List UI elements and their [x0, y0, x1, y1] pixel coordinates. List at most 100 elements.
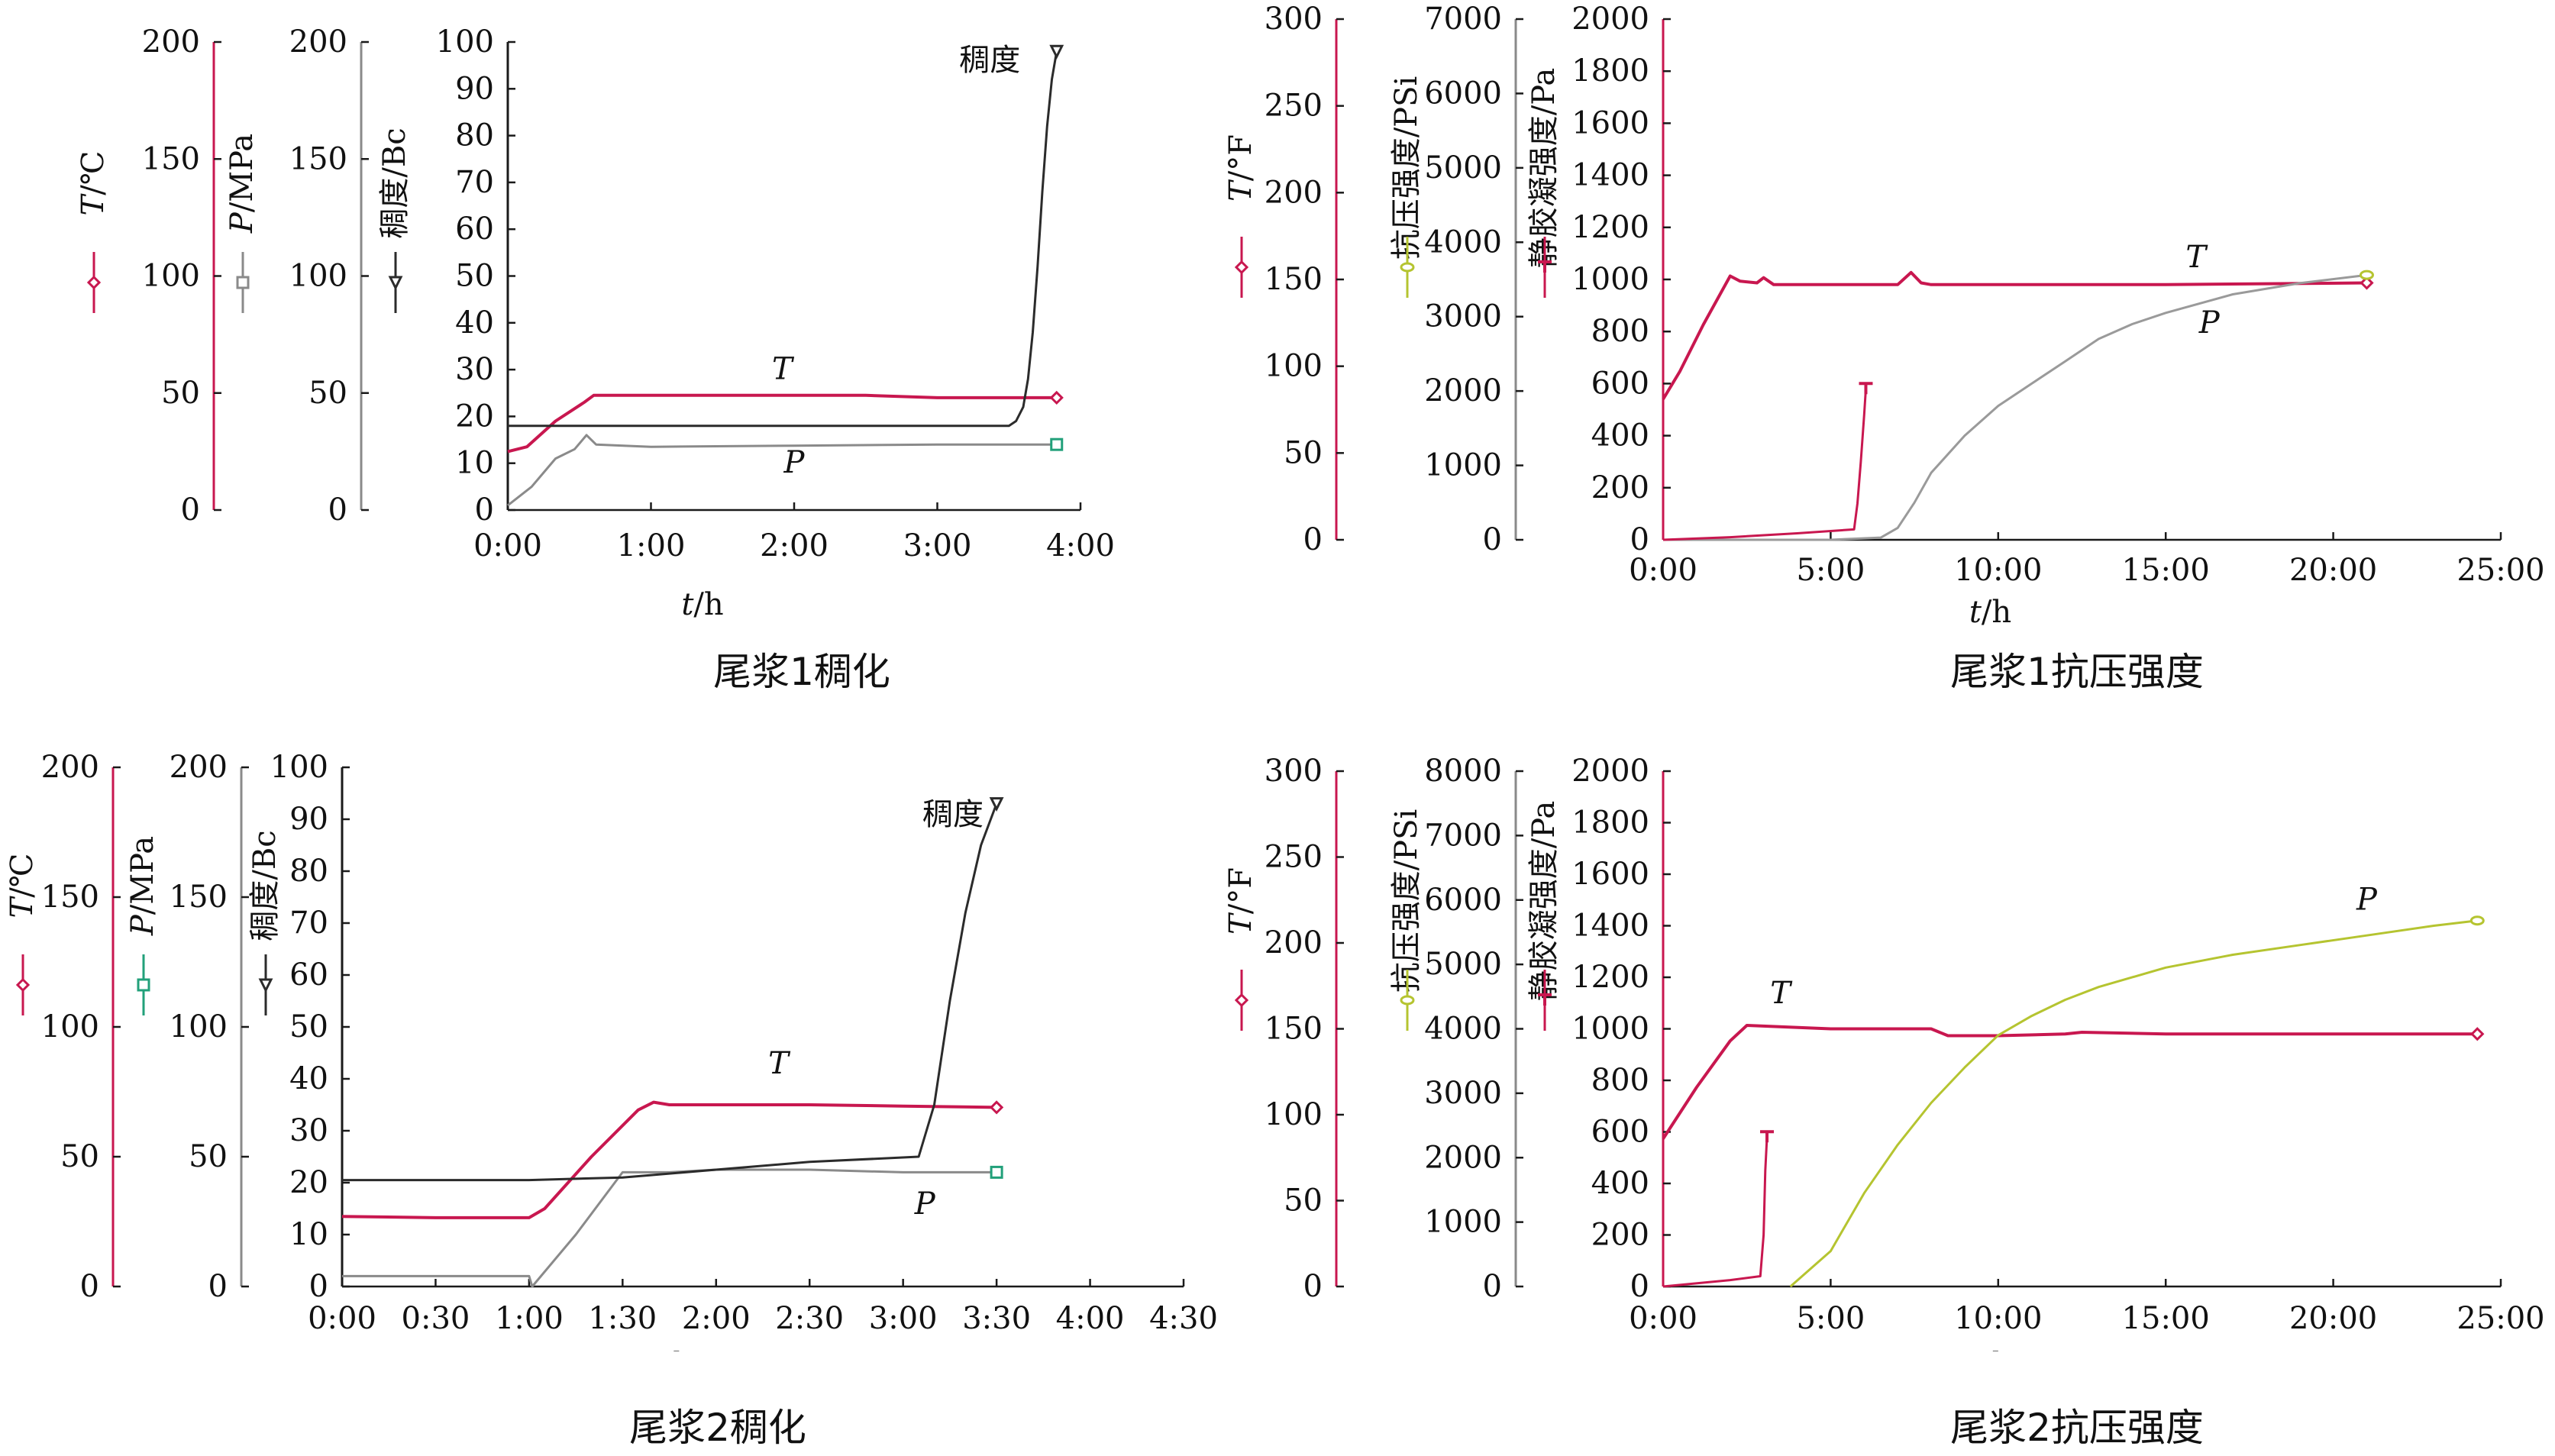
y-axis-2: 0 200 400 600 800 1000 1200 1400 1600 1800 2000 静胶凝…: [1526, 754, 1671, 1304]
x-tick-label: 4:00: [1056, 1301, 1125, 1336]
y-tick-label: 30: [455, 352, 494, 387]
y-tick-label: 90: [455, 71, 494, 106]
x-axis: 0:00 5:00 10:00 15:00 20:00 25:00 t/h: [1629, 532, 2545, 630]
series-annotation-T: T: [772, 351, 795, 386]
y-tick-label: 1200: [1571, 960, 1649, 995]
y-tick-label: 0: [208, 1269, 228, 1304]
y-tick-label: 6000: [1424, 76, 1502, 111]
y-tick-label: 2000: [1571, 754, 1649, 789]
series-稠度: [508, 44, 1064, 428]
y-tick-label: 150: [41, 880, 99, 915]
series-end-marker: [1050, 437, 1064, 451]
y-tick-label: 300: [1265, 2, 1323, 37]
series-line: [1663, 273, 2367, 541]
x-tick-label: 20:00: [2289, 553, 2377, 588]
y-axis-label-1: 抗压强度/PSi: [1389, 76, 1424, 260]
x-tick-label: 3:00: [903, 528, 972, 563]
y-tick-label: 100: [41, 1009, 99, 1044]
y-tick-label: 0: [328, 492, 347, 528]
y-tick-label: 200: [1591, 470, 1649, 505]
y-axis-1: 0 1000 2000 3000 4000 5000 6000 7000 抗压强度/PSi: [1389, 2, 1523, 557]
y-tick-label: 80: [455, 118, 494, 153]
y-tick-label: 0: [1483, 522, 1502, 557]
y-tick-label: 0: [80, 1269, 99, 1304]
y-tick-label: 8000: [1424, 754, 1502, 789]
series-end-marker: [2359, 270, 2374, 280]
y-tick-label: 100: [1265, 1097, 1323, 1132]
y-axis-label-1: P/MPa: [224, 134, 260, 234]
y-tick-label: 1600: [1571, 105, 1649, 140]
y-tick-label: 20: [455, 399, 494, 434]
y-tick-label: 2000: [1424, 373, 1502, 408]
x-axis: 0:00 5:00 10:00 15:00 20:00 25:00 t/h: [1629, 1279, 2545, 1351]
y-tick-label: 60: [289, 957, 328, 993]
x-tick-label: 0:00: [308, 1301, 376, 1336]
series-end-marker: [2469, 915, 2485, 926]
y-axis-0: 0 50 100 150 200 250 300 T/°F: [1223, 754, 1344, 1304]
series-annotation-T: T: [2185, 240, 2208, 275]
x-tick-label: 0:30: [402, 1301, 470, 1336]
x-tick-label: 1:00: [495, 1301, 564, 1336]
x-tick-label: 15:00: [2122, 1301, 2210, 1336]
y-tick-label: 80: [289, 854, 328, 889]
series-annotation-稠度: 稠度: [959, 43, 1020, 78]
y-tick-label: 70: [289, 906, 328, 941]
y-tick-label: 1000: [1424, 448, 1502, 483]
x-tick-label: 3:30: [962, 1301, 1031, 1336]
series-line: [1662, 1137, 1768, 1288]
x-axis-label: t/h: [1969, 595, 2011, 630]
y-tick-label: 50: [189, 1139, 228, 1174]
y-tick-label: 2000: [1571, 2, 1649, 37]
series-line: [342, 1168, 997, 1288]
x-axis: 0:00 1:00 2:00 3:00 4:00 t/h: [473, 502, 1115, 622]
chart-slurry2-thickening: 0:00 0:30 1:00 1:30 2:00 2:30 3:00 3:30 4:00 4:30…: [5, 750, 1218, 1351]
series-稠度: [342, 797, 1004, 1182]
series-end-marker: [1859, 382, 1873, 395]
y-tick-label: 1200: [1571, 210, 1649, 245]
y-tick-label: 150: [289, 141, 347, 176]
y-tick-label: 5000: [1424, 947, 1502, 982]
y-tick-label: 150: [170, 880, 228, 915]
series-annotation-稠度: 稠度: [922, 797, 984, 832]
y-axis-label-0: T/°F: [1223, 867, 1258, 935]
series-annotation-T: T: [768, 1046, 791, 1081]
y-tick-label: 50: [308, 376, 347, 411]
y-axis-label-0: T/℃: [5, 854, 40, 918]
series-P: [1789, 915, 2485, 1288]
y-tick-label: 100: [1265, 349, 1323, 384]
y-axis-2: 0 10 20 30 40 50 60 70 80 90 100 稠度/Bc: [247, 750, 350, 1304]
y-tick-label: 4000: [1424, 1012, 1502, 1047]
y-tick-label: 600: [1591, 1115, 1649, 1150]
series-line: [342, 803, 998, 1182]
legend-marker: [1234, 260, 1249, 275]
y-tick-label: 0: [309, 1269, 328, 1304]
y-tick-label: 50: [455, 259, 494, 294]
y-tick-label: 50: [1284, 1183, 1323, 1219]
y-tick-label: 0: [1630, 1269, 1649, 1304]
x-tick-label: 5:00: [1796, 1301, 1865, 1336]
series-annotation-T: T: [1770, 976, 1793, 1011]
series-line: [1789, 919, 2478, 1288]
legend-marker: [1400, 262, 1415, 273]
y-tick-label: 0: [1483, 1269, 1502, 1304]
y-axis-0: 0 50 100 150 200 T/℃: [76, 24, 221, 528]
y-tick-label: 250: [1265, 840, 1323, 875]
y-tick-label: 40: [455, 305, 494, 341]
y-tick-label: 7000: [1424, 2, 1502, 37]
legend-marker: [1538, 993, 1552, 1006]
y-tick-label: 3000: [1424, 1076, 1502, 1111]
y-tick-label: 1000: [1424, 1205, 1502, 1240]
x-axis-label: t/h: [681, 587, 723, 622]
y-axis-0: 0 50 100 150 200 T/℃: [5, 750, 121, 1304]
series-end-marker: [1049, 44, 1064, 60]
y-tick-label: 300: [1265, 754, 1323, 789]
y-tick-label: 1800: [1571, 53, 1649, 89]
x-tick-label: 3:00: [869, 1301, 938, 1336]
x-axis-label: t/h: [650, 1347, 692, 1351]
y-tick-label: 90: [289, 802, 328, 837]
y-tick-label: 800: [1591, 314, 1649, 349]
x-tick-label: 2:00: [682, 1301, 751, 1336]
series-T: [341, 1100, 1004, 1219]
y-tick-label: 2000: [1424, 1140, 1502, 1175]
y-tick-label: 0: [1303, 1269, 1323, 1304]
